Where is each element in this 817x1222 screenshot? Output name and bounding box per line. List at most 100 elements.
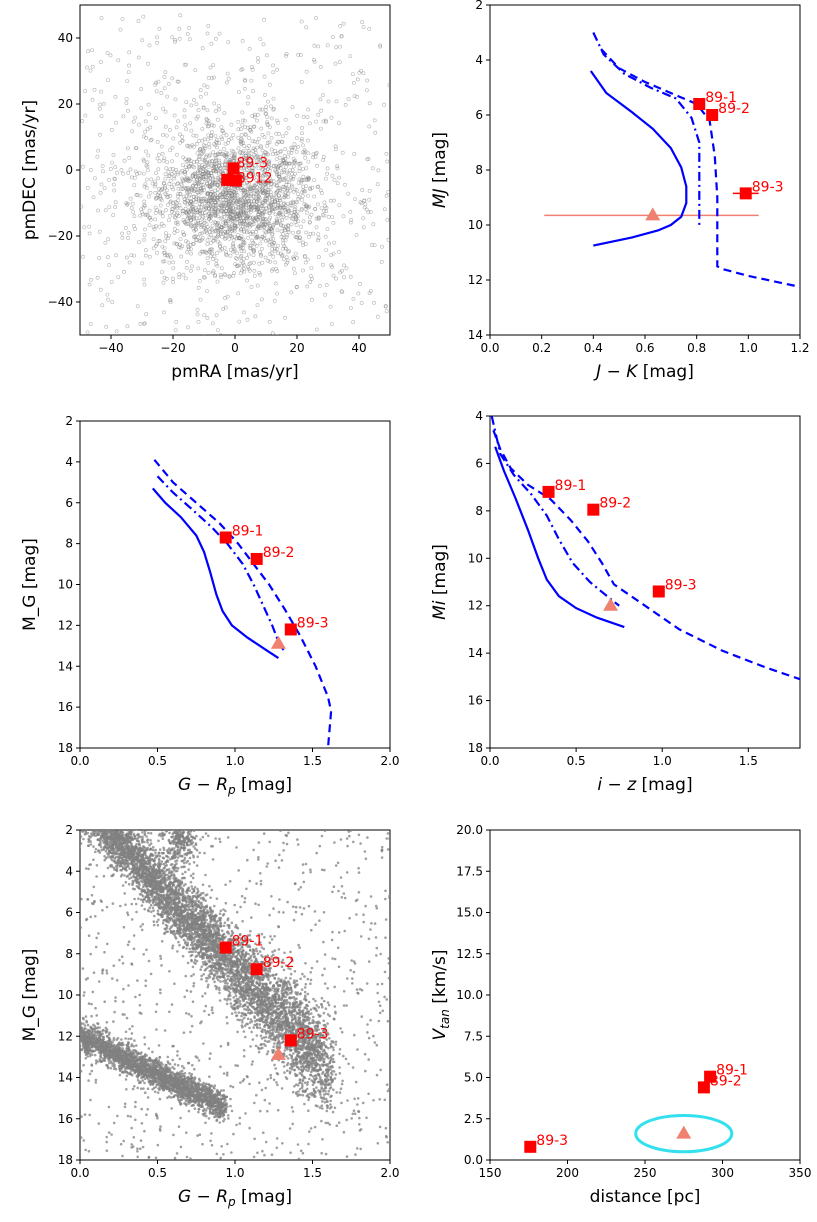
pm-star bbox=[286, 210, 290, 215]
pm-star bbox=[211, 150, 216, 155]
pm-star bbox=[316, 236, 321, 241]
pm-star bbox=[217, 107, 221, 112]
cmd-star bbox=[111, 825, 114, 828]
pm-star bbox=[360, 20, 364, 25]
pm-star bbox=[142, 203, 147, 208]
cmd-star bbox=[100, 801, 103, 804]
pm-star bbox=[205, 316, 210, 320]
pm-star bbox=[162, 310, 166, 315]
pm-star bbox=[316, 202, 320, 207]
pm-star bbox=[202, 218, 207, 223]
pm-star bbox=[157, 26, 162, 31]
pm-star bbox=[167, 252, 172, 257]
pm-star bbox=[177, 36, 182, 41]
pm-star bbox=[319, 206, 324, 211]
pm-star bbox=[200, 127, 205, 131]
pm-star bbox=[211, 269, 216, 274]
pm-star bbox=[267, 140, 272, 145]
pm-star bbox=[285, 233, 290, 238]
cmd-star bbox=[120, 816, 123, 819]
pm-star bbox=[241, 166, 246, 171]
pm-star bbox=[106, 297, 111, 302]
pm-star bbox=[213, 143, 218, 148]
pm-star bbox=[163, 184, 168, 189]
pm-star bbox=[195, 307, 200, 312]
pm-star bbox=[202, 146, 207, 151]
cmd-star bbox=[89, 820, 92, 823]
pm-star bbox=[194, 223, 199, 228]
pm-star bbox=[159, 144, 164, 149]
y-tick-label: 14 bbox=[468, 328, 483, 342]
pm-star bbox=[232, 223, 237, 228]
cmd-star bbox=[306, 1081, 310, 1084]
pm-star bbox=[248, 261, 253, 265]
pm-star bbox=[258, 250, 263, 255]
pm-star bbox=[202, 334, 206, 335]
pm-star bbox=[314, 150, 319, 155]
cmd-star bbox=[327, 1056, 330, 1060]
pm-star bbox=[252, 273, 257, 278]
pm-star bbox=[171, 187, 176, 192]
cmd-star bbox=[268, 982, 272, 985]
pm-star bbox=[164, 208, 168, 212]
pm-star bbox=[214, 251, 219, 256]
pm-star bbox=[281, 134, 285, 139]
pm-star bbox=[293, 200, 298, 205]
cmd-star bbox=[114, 817, 117, 820]
pm-star bbox=[194, 221, 199, 226]
pm-star bbox=[229, 136, 234, 141]
cmd-star bbox=[85, 796, 88, 799]
pm-star bbox=[85, 65, 89, 70]
pm-star bbox=[242, 87, 247, 91]
pm-star bbox=[313, 151, 318, 156]
pm-star bbox=[206, 164, 211, 169]
pm-star bbox=[273, 212, 278, 217]
cmd-star bbox=[80, 793, 83, 796]
cmd-star bbox=[86, 789, 89, 792]
cmd-star bbox=[94, 824, 97, 827]
x-tick-label: 0.2 bbox=[532, 341, 551, 355]
cmd-star bbox=[93, 824, 96, 827]
pm-star bbox=[237, 150, 242, 155]
y-tick-label: 4 bbox=[65, 864, 73, 878]
pm-star bbox=[110, 127, 114, 132]
pm-star bbox=[241, 216, 246, 221]
pm-star bbox=[314, 119, 319, 124]
cmd-star bbox=[97, 822, 100, 825]
pm-star bbox=[269, 268, 274, 273]
pm-star bbox=[115, 170, 119, 175]
pm-star bbox=[180, 211, 185, 216]
pm-star bbox=[298, 161, 303, 166]
pm-star bbox=[259, 145, 264, 150]
pm-star bbox=[256, 166, 261, 171]
cmd-star bbox=[250, 959, 253, 962]
pm-star bbox=[337, 203, 342, 208]
pm-star bbox=[269, 193, 274, 198]
pm-star bbox=[204, 121, 209, 126]
pm-star bbox=[238, 204, 243, 208]
cmd-star bbox=[107, 822, 110, 825]
pm-star bbox=[196, 219, 201, 224]
cmd-star bbox=[92, 789, 95, 792]
pm-star bbox=[338, 44, 343, 49]
pm-star bbox=[350, 72, 355, 77]
pm-star bbox=[299, 208, 304, 213]
pm-star bbox=[256, 212, 261, 217]
cmd-star bbox=[96, 807, 99, 810]
pm-star bbox=[299, 137, 304, 141]
pm-star bbox=[205, 108, 210, 113]
pm-star bbox=[124, 201, 129, 206]
cmd-star bbox=[301, 972, 304, 976]
pm-star bbox=[300, 167, 305, 172]
pm-star bbox=[189, 222, 194, 227]
pm-star bbox=[208, 65, 213, 70]
pm-star bbox=[209, 197, 214, 202]
pm-star bbox=[296, 181, 301, 186]
pm-star bbox=[182, 114, 187, 119]
pm-star bbox=[269, 178, 274, 183]
pm-star bbox=[361, 216, 366, 221]
pm-star bbox=[268, 210, 272, 215]
pm-star bbox=[189, 162, 194, 166]
pm-star bbox=[188, 268, 193, 273]
cmd-star bbox=[130, 876, 133, 879]
